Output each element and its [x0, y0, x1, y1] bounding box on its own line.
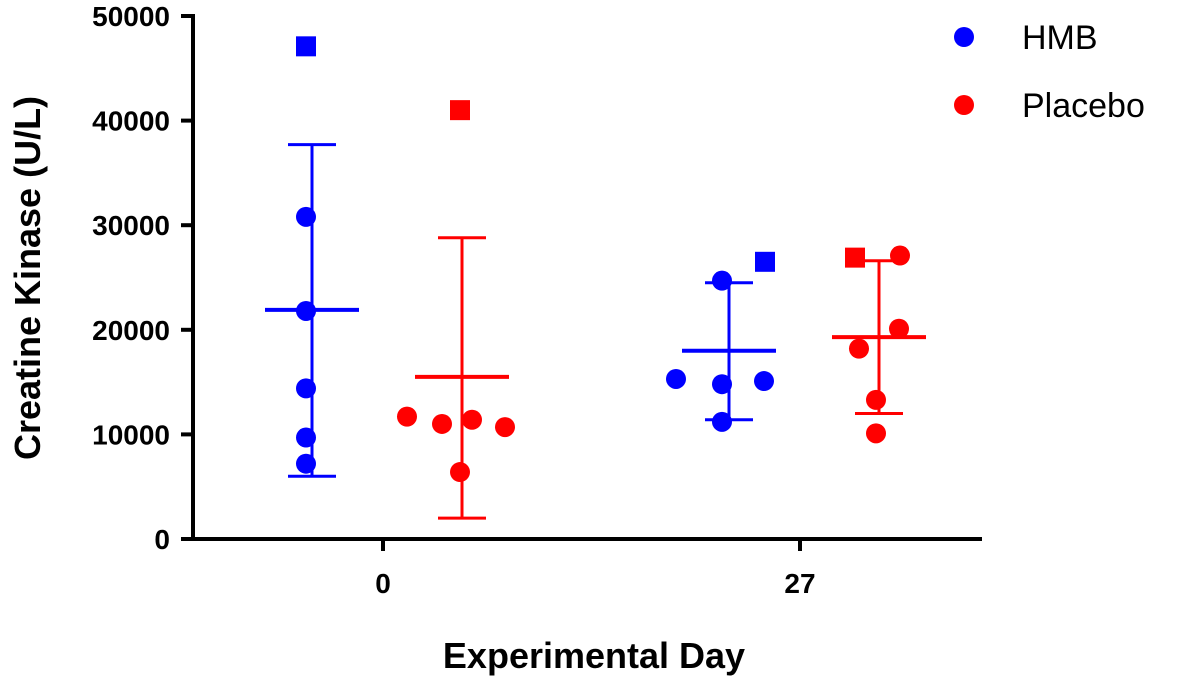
x-tick-label: 0: [375, 568, 391, 599]
x-axis-title: Experimental Day: [443, 635, 745, 676]
x-tick-label: 27: [784, 568, 815, 599]
data-point-hmb: [666, 368, 686, 389]
group-hmb-day-27: [666, 251, 776, 432]
group-hmb-day-0: [265, 36, 359, 478]
y-tick-label: 0: [154, 524, 170, 555]
legend-label-hmb: HMB: [1022, 19, 1098, 57]
data-point-square-hmb: [296, 36, 316, 57]
data-point-hmb: [296, 378, 316, 399]
group-placebo-day-27: [832, 245, 926, 444]
plot-area: [265, 36, 926, 520]
data-point-placebo: [889, 318, 909, 339]
y-tick-label: 20000: [92, 315, 170, 346]
y-tick-label: 10000: [92, 419, 170, 450]
data-point-hmb: [754, 371, 774, 392]
y-tick-label: 50000: [92, 1, 170, 32]
data-point-placebo: [450, 462, 470, 483]
data-point-square-placebo: [845, 247, 865, 268]
y-ticks: 0 10000 20000 30000 40000 50000: [92, 1, 193, 555]
data-point-placebo: [397, 406, 417, 427]
x-ticks: 0 27: [375, 539, 816, 599]
data-point-placebo: [866, 423, 886, 444]
data-point-placebo: [890, 245, 910, 266]
data-point-hmb: [296, 427, 316, 448]
y-axis-title: Creatine Kinase (U/L): [7, 96, 48, 460]
data-point-placebo: [849, 338, 869, 359]
y-tick-label: 40000: [92, 106, 170, 137]
group-placebo-day-0: [397, 100, 515, 520]
data-point-hmb: [712, 270, 732, 291]
data-point-hmb: [712, 374, 732, 395]
data-point-square-hmb: [755, 251, 775, 272]
legend-marker-placebo: [954, 95, 974, 115]
data-point-hmb: [296, 300, 316, 321]
data-point-placebo: [432, 413, 452, 434]
legend: HMB Placebo: [954, 19, 1145, 125]
data-point-placebo: [866, 389, 886, 410]
data-point-square-placebo: [450, 100, 470, 121]
legend-label-placebo: Placebo: [1022, 87, 1145, 125]
legend-marker-hmb: [954, 27, 974, 47]
y-tick-label: 30000: [92, 210, 170, 241]
data-point-placebo: [462, 409, 482, 430]
data-point-hmb: [296, 206, 316, 227]
data-point-hmb: [296, 453, 316, 474]
data-point-placebo: [495, 417, 515, 438]
data-point-hmb: [712, 411, 732, 432]
